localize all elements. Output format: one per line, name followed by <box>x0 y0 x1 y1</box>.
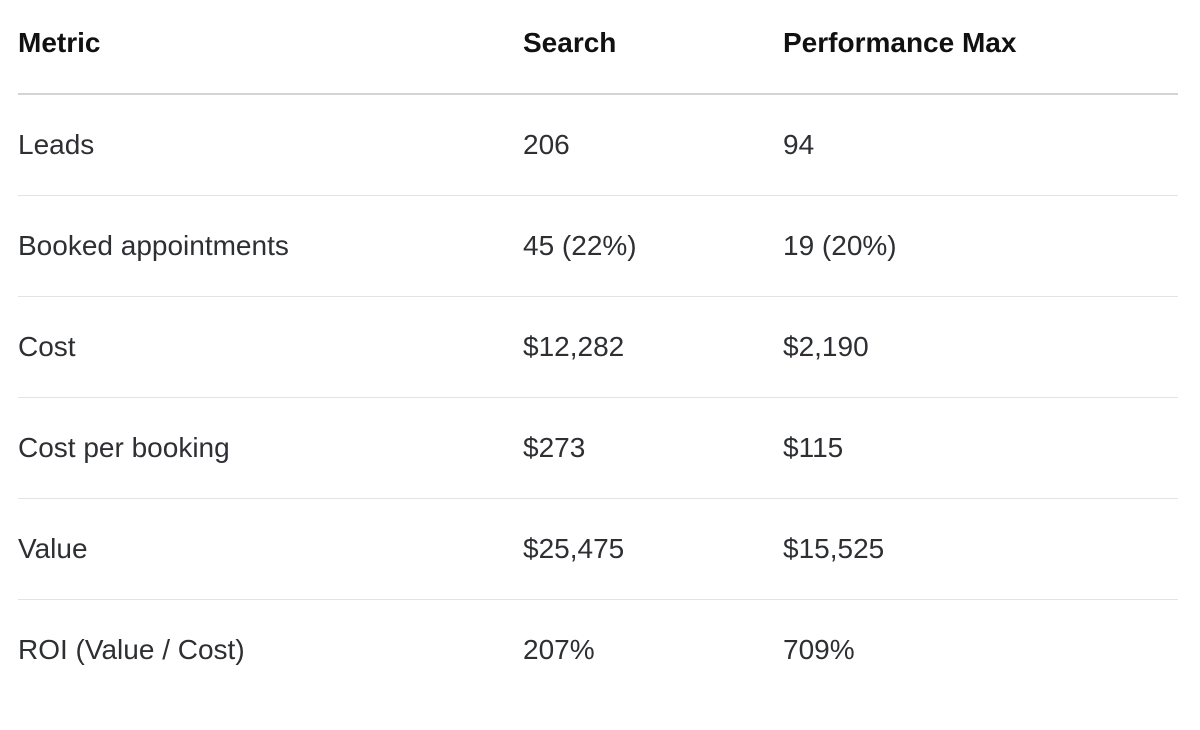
comparison-table: Metric Search Performance Max Leads 206 … <box>18 0 1178 700</box>
metric-cell: Cost per booking <box>18 432 230 463</box>
table-row: Leads 206 94 <box>18 95 1178 196</box>
performance-max-cell: 19 (20%) <box>783 230 897 261</box>
table-row: Cost per booking $273 $115 <box>18 398 1178 499</box>
metric-cell: Cost <box>18 331 76 362</box>
table-header-row: Metric Search Performance Max <box>18 0 1178 95</box>
search-cell: $273 <box>523 432 586 463</box>
table-row: ROI (Value / Cost) 207% 709% <box>18 600 1178 700</box>
search-cell: 45 (22%) <box>523 230 637 261</box>
metric-cell: Leads <box>18 129 95 160</box>
search-cell: 206 <box>523 129 570 160</box>
metric-cell: Booked appointments <box>18 230 289 261</box>
performance-max-cell: 709% <box>783 634 855 665</box>
search-cell: $12,282 <box>523 331 625 362</box>
performance-max-cell: 94 <box>783 129 815 160</box>
header-search: Search <box>523 27 617 58</box>
performance-max-cell: $2,190 <box>783 331 869 362</box>
metric-cell: Value <box>18 533 88 564</box>
performance-max-cell: $15,525 <box>783 533 885 564</box>
table-row: Booked appointments 45 (22%) 19 (20%) <box>18 196 1178 297</box>
metric-cell: ROI (Value / Cost) <box>18 634 245 665</box>
header-metric: Metric <box>18 27 101 58</box>
table-row: Cost $12,282 $2,190 <box>18 297 1178 398</box>
performance-max-cell: $115 <box>783 432 844 463</box>
search-cell: $25,475 <box>523 533 625 564</box>
search-cell: 207% <box>523 634 595 665</box>
header-performance-max: Performance Max <box>783 27 1017 58</box>
table-row: Value $25,475 $15,525 <box>18 499 1178 600</box>
